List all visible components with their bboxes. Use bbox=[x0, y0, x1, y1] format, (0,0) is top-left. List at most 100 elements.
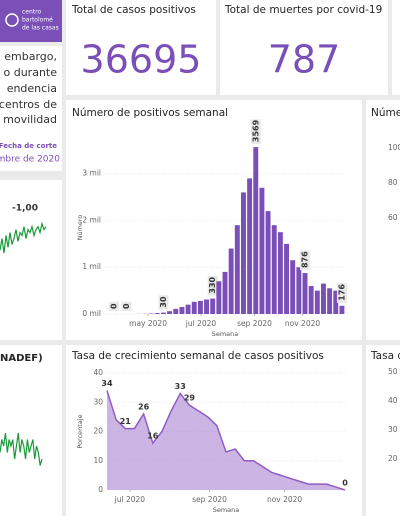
value-label: 30 bbox=[159, 296, 168, 308]
value-label: 16 bbox=[147, 432, 159, 441]
kpi-card bbox=[220, 0, 388, 95]
bar bbox=[271, 225, 277, 314]
bar bbox=[210, 298, 216, 314]
kpi-value: 36695 bbox=[81, 38, 202, 82]
chart-card bbox=[366, 100, 400, 340]
bar bbox=[296, 267, 302, 314]
x-tick-label: nov 2020 bbox=[267, 495, 302, 504]
value-label-bg bbox=[121, 301, 132, 311]
kpi-card bbox=[392, 0, 400, 95]
value-label: 3569 bbox=[251, 119, 260, 142]
left-chart-card bbox=[0, 180, 62, 340]
area bbox=[107, 390, 345, 490]
bar bbox=[321, 283, 326, 314]
value-label: 0 bbox=[342, 479, 348, 488]
x-tick-label: sep 2020 bbox=[192, 495, 227, 504]
bar bbox=[179, 306, 185, 314]
bar bbox=[216, 281, 222, 314]
bar bbox=[284, 243, 289, 314]
bar bbox=[333, 290, 339, 314]
value-label-bg bbox=[109, 301, 120, 311]
logo-icon bbox=[5, 13, 19, 27]
value-label-bg bbox=[158, 295, 169, 310]
bar bbox=[259, 187, 265, 314]
x-tick-label: may 2020 bbox=[129, 319, 167, 328]
y-tick-label: 80 bbox=[388, 178, 398, 187]
bar bbox=[339, 305, 345, 314]
logo-text: de las casas bbox=[22, 25, 59, 32]
x-tick-label: jul 2020 bbox=[114, 495, 146, 504]
value-label: 0 bbox=[122, 303, 131, 309]
kpi-title: Total de muertes por covid-19 bbox=[224, 4, 382, 16]
date-label: Fecha de corte bbox=[0, 142, 57, 150]
chart-card bbox=[66, 345, 362, 516]
y-tick-label: 1 mil bbox=[82, 262, 101, 271]
logo-box bbox=[0, 0, 62, 42]
body-text: o durante bbox=[4, 66, 58, 79]
y-tick-label: 3 mil bbox=[82, 169, 101, 178]
y-tick-label: 60 bbox=[388, 213, 398, 222]
annotation: -1,00 bbox=[12, 204, 38, 214]
bar bbox=[185, 304, 191, 314]
y-tick-label: 0 mil bbox=[82, 309, 101, 318]
bar bbox=[161, 312, 166, 314]
value-label: 33 bbox=[175, 382, 186, 391]
y-tick-label: 100 bbox=[388, 143, 400, 152]
bar bbox=[302, 273, 308, 314]
kpi-title: Total de casos positivos bbox=[71, 4, 196, 16]
value-label-bg bbox=[250, 119, 261, 145]
kpi-card bbox=[66, 0, 216, 95]
value-label: 29 bbox=[184, 394, 196, 403]
y-axis-title: Número bbox=[76, 215, 84, 241]
logo-text: centro bbox=[22, 9, 41, 16]
value-label-bg bbox=[207, 275, 218, 296]
y-tick-label: 20 bbox=[388, 454, 398, 463]
chart-title: Número de positivos semanal bbox=[72, 107, 228, 119]
body-text: movilidad bbox=[3, 113, 57, 126]
bar bbox=[290, 260, 296, 314]
text-card bbox=[0, 46, 62, 171]
date-value: mbre de 2020 bbox=[0, 155, 60, 165]
y-tick-label: 40 bbox=[388, 396, 398, 405]
value-label: 330 bbox=[208, 276, 217, 293]
y-tick-label: 30 bbox=[388, 425, 398, 434]
bar bbox=[265, 211, 271, 314]
bar bbox=[154, 313, 160, 314]
bar bbox=[191, 301, 197, 314]
logo-text: bartolomé bbox=[22, 17, 53, 24]
y-tick-label: 30 bbox=[93, 397, 103, 406]
y-tick-label: 40 bbox=[93, 368, 103, 377]
chart-title: Tasa de crecimiento semanal de casos pos… bbox=[71, 350, 324, 362]
value-label: 34 bbox=[101, 379, 113, 388]
value-label: 26 bbox=[138, 402, 150, 411]
bar bbox=[167, 311, 173, 314]
chart-title: NADEF) bbox=[0, 353, 43, 364]
line bbox=[0, 432, 43, 466]
bar bbox=[277, 232, 283, 314]
x-axis-title: Semana bbox=[212, 330, 239, 338]
x-tick-label: nov 2020 bbox=[285, 319, 320, 328]
value-label: 876 bbox=[301, 251, 310, 268]
y-tick-label: 0 bbox=[98, 485, 103, 494]
value-label-bg bbox=[300, 250, 310, 271]
y-axis-title: Porcentaje bbox=[76, 414, 84, 448]
body-text: n embargo, bbox=[0, 50, 57, 63]
x-tick-label: jul 2020 bbox=[185, 319, 217, 328]
y-tick-label: 10 bbox=[93, 456, 103, 465]
y-tick-label: 20 bbox=[93, 427, 103, 436]
bar bbox=[197, 300, 203, 314]
bar bbox=[314, 290, 320, 314]
line bbox=[0, 221, 47, 254]
bar bbox=[241, 192, 246, 314]
y-tick-label: 50 bbox=[388, 367, 398, 376]
bar bbox=[308, 285, 314, 314]
line bbox=[106, 390, 346, 491]
bar bbox=[253, 147, 259, 314]
x-axis-title: Semana bbox=[213, 506, 240, 514]
partial-title: Tasa d bbox=[370, 350, 400, 362]
bar bbox=[173, 308, 179, 314]
left-chart-card bbox=[0, 345, 62, 516]
bar bbox=[327, 288, 333, 314]
partial-title: Núme bbox=[371, 107, 400, 119]
kpi-value: 787 bbox=[268, 38, 341, 82]
